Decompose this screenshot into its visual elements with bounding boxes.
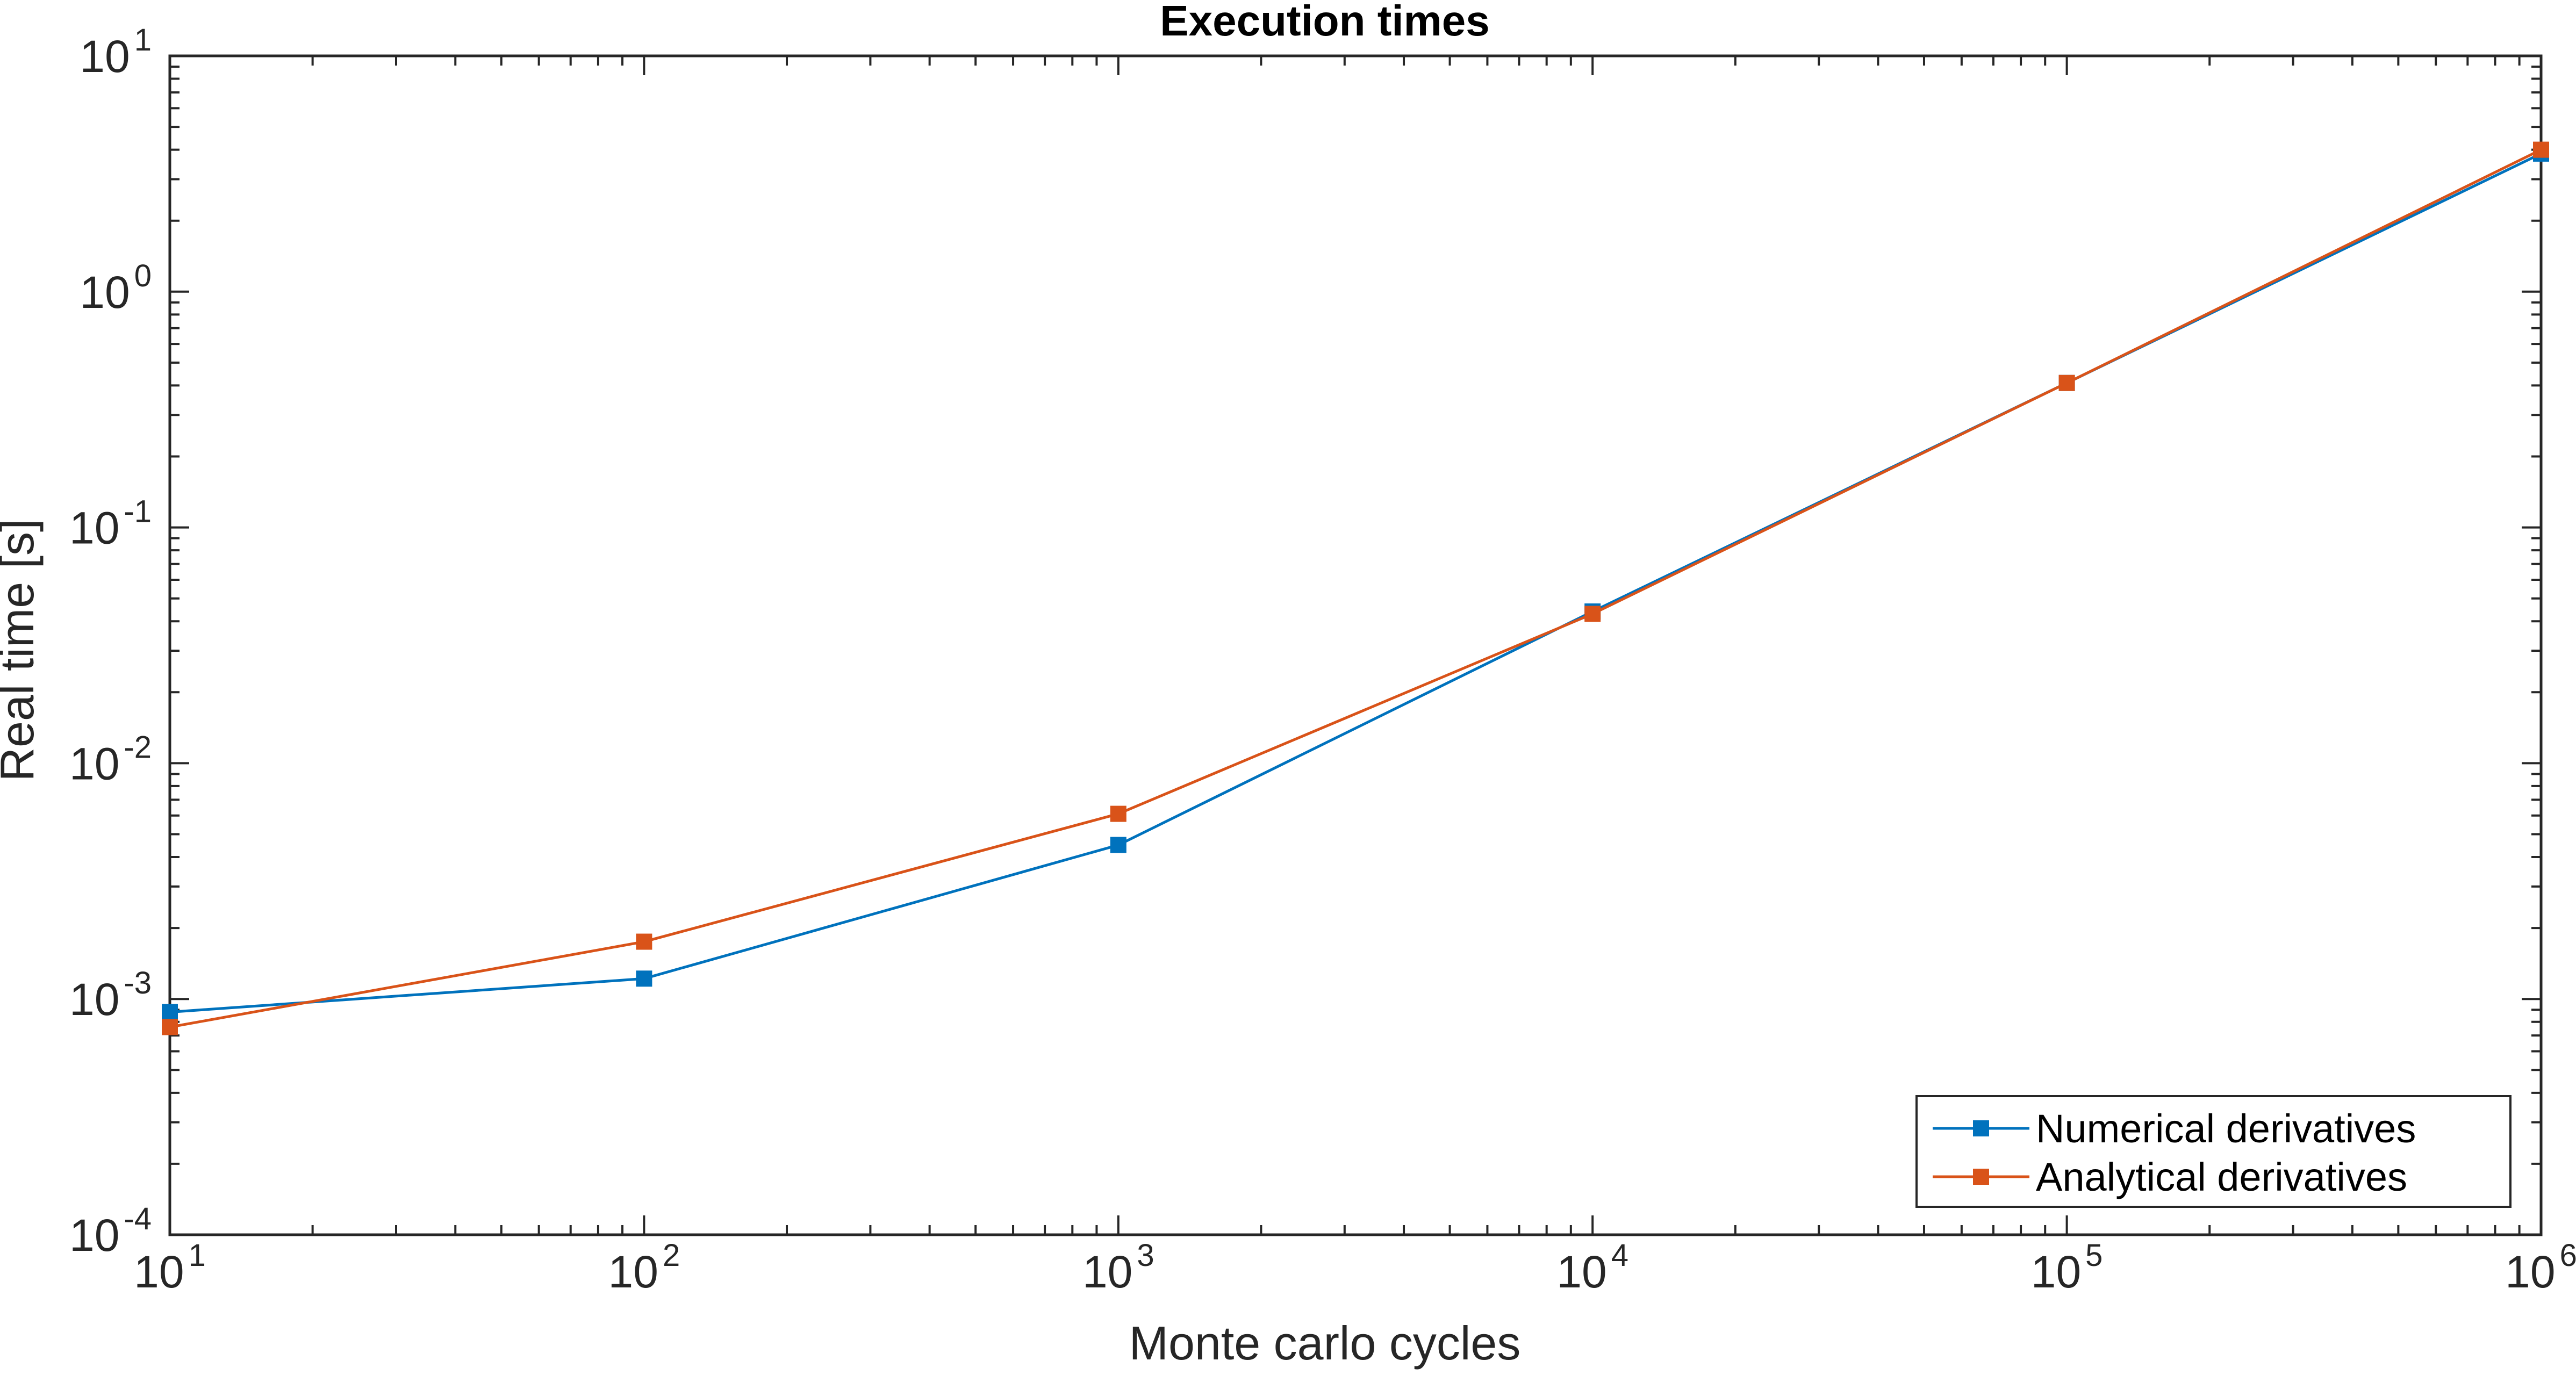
plot-frame (168, 54, 2543, 1236)
y-tick-label: 10 -4 (69, 1201, 152, 1261)
chart-title: Execution times (1160, 0, 1490, 45)
data-point (1584, 606, 1601, 622)
series-line (169, 148, 2542, 1028)
x-axis-title: Monte carlo cycles (1129, 1316, 1521, 1370)
x-tick-label: 10 1 (134, 1238, 206, 1297)
x-tick-label: 10 6 (2505, 1238, 2576, 1297)
data-point (162, 1004, 178, 1020)
data-point (636, 970, 652, 987)
legend-marker (1973, 1120, 1989, 1136)
y-tick-label: 10 -1 (69, 494, 152, 553)
x-tick-label: 10 4 (1556, 1238, 1628, 1297)
data-point (636, 933, 652, 950)
legend-item: Analytical derivatives (1933, 1155, 2407, 1199)
data-point (2058, 375, 2075, 391)
legend-label: Analytical derivatives (2036, 1155, 2407, 1199)
data-point (162, 1019, 178, 1035)
series-2 (162, 141, 2549, 1035)
series-layer (162, 141, 2549, 1035)
x-tick-labels: 10 1 10 2 10 3 10 4 10 5 10 6 (134, 1238, 2576, 1297)
minor-ticks (170, 56, 2541, 1235)
legend-box (1915, 1095, 2512, 1208)
y-tick-label: 10 -3 (69, 966, 152, 1025)
data-point (1110, 805, 1126, 822)
legend-item: Numerical derivatives (1933, 1106, 2416, 1151)
data-point (1110, 837, 1126, 853)
y-tick-label: 10 1 (80, 23, 152, 82)
data-point (2533, 141, 2549, 158)
x-tick-label: 10 5 (2031, 1238, 2103, 1297)
legend-label: Numerical derivatives (2036, 1106, 2416, 1151)
y-tick-label: 10 -2 (69, 730, 152, 789)
y-axis-title: Real time [s] (0, 519, 44, 781)
legend-marker (1973, 1169, 1989, 1185)
x-tick-label: 10 3 (1082, 1238, 1154, 1297)
x-tick-label: 10 2 (608, 1238, 680, 1297)
y-tick-label: 10 0 (80, 258, 152, 318)
